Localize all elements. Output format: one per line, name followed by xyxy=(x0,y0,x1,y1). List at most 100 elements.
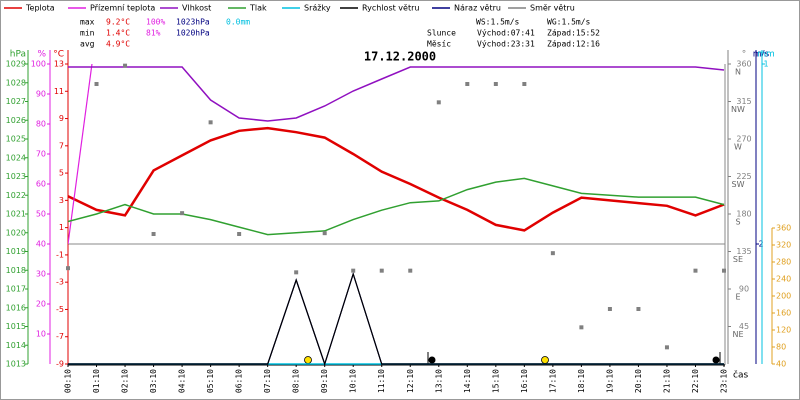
y-tick-label: 13 xyxy=(54,60,64,69)
stat-temp: 9.2°C xyxy=(106,18,130,27)
y-tick-name: SE xyxy=(733,255,743,264)
y-tick-label: 160 xyxy=(776,309,791,318)
moon-icon xyxy=(712,356,720,364)
stat-pressure: 1020hPa xyxy=(176,29,210,38)
y-tick-label: 320 xyxy=(776,241,791,250)
direction-point xyxy=(322,231,327,236)
y-tick-name: N xyxy=(735,68,741,77)
y-tick-label: 1023 xyxy=(6,172,26,181)
y-tick-label: 1019 xyxy=(6,247,26,256)
x-tick-label: 17:10 xyxy=(548,369,557,393)
x-tick-label: 04:10 xyxy=(178,369,187,393)
y-tick-label: -5 xyxy=(56,305,64,314)
y-axis-label: hPa xyxy=(10,50,26,60)
stat-label: min xyxy=(80,29,95,38)
y-tick-label: 70 xyxy=(36,150,46,159)
y-tick-label: 1025 xyxy=(6,135,26,144)
direction-point xyxy=(436,100,441,105)
sun-label: Slunce xyxy=(427,29,456,38)
y-tick-label: 280 xyxy=(776,258,791,267)
y-tick-label: -7 xyxy=(56,332,64,341)
x-tick-label: 19:10 xyxy=(605,369,614,393)
y-tick-label: 11 xyxy=(54,87,64,96)
y-tick-label: 270 xyxy=(736,135,751,144)
y-tick-label: 1029 xyxy=(6,60,26,69)
sun-set: Západ:15:52 xyxy=(547,29,600,38)
sun-icon xyxy=(541,356,549,364)
x-tick-label: 08:10 xyxy=(292,369,301,393)
y-tick-label: 80 xyxy=(776,343,786,352)
y-tick-label: 1026 xyxy=(6,116,26,125)
stat-pressure: 1023hPa xyxy=(176,18,210,27)
y-axis-label: m/s xyxy=(753,50,770,60)
stat-rain: 0.0mm xyxy=(226,18,250,27)
x-tick-label: 03:10 xyxy=(149,369,158,393)
sun-rise: Východ:07:41 xyxy=(477,29,535,38)
y-axis-label: °C xyxy=(53,50,64,60)
x-tick-label: 10:10 xyxy=(349,369,358,393)
wind-info: WS:1.5m/s xyxy=(476,18,520,27)
y-tick-label: 360 xyxy=(776,224,791,233)
y-tick-label: 2 xyxy=(758,240,763,249)
y-tick-label: 80 xyxy=(36,120,46,129)
y-tick-label: 135 xyxy=(736,247,751,256)
y-tick-label: 20 xyxy=(36,300,46,309)
direction-point xyxy=(493,82,498,86)
sun-icon xyxy=(304,356,312,364)
y-tick-label: 1024 xyxy=(6,153,26,162)
y-tick-label: 360 xyxy=(736,60,751,69)
x-tick-label: 14:10 xyxy=(463,369,472,393)
x-tick-label: 18:10 xyxy=(577,369,586,393)
stat-temp: 4.9°C xyxy=(106,40,130,49)
y-tick-label: -9 xyxy=(56,360,64,369)
y-tick-label: 9 xyxy=(59,114,64,123)
direction-point xyxy=(408,268,413,273)
x-tick-label: 23:10 xyxy=(720,369,729,393)
direction-point xyxy=(237,232,242,236)
stat-label: avg xyxy=(80,40,95,49)
x-tick-label: 21:10 xyxy=(662,369,671,393)
y-tick-label: 1014 xyxy=(6,341,26,350)
y-tick-label: 1028 xyxy=(6,78,26,87)
y-tick-name: SW xyxy=(732,180,745,189)
y-tick-label: 120 xyxy=(776,326,791,335)
y-tick-label: 225 xyxy=(736,172,751,181)
y-tick-label: -3 xyxy=(56,278,64,287)
direction-point xyxy=(379,268,384,273)
x-axis-label: čas xyxy=(733,370,748,381)
direction-point xyxy=(66,266,70,271)
y-axis-label: ° xyxy=(742,50,747,60)
y-tick-label: 90 xyxy=(739,285,749,294)
y-tick-label: 180 xyxy=(736,210,751,219)
y-tick-label: 1020 xyxy=(6,228,26,237)
y-tick-label: 1018 xyxy=(6,266,26,275)
series-line xyxy=(68,177,725,236)
y-tick-label: 1 xyxy=(59,223,64,232)
moon-label: Měsíc xyxy=(427,40,451,49)
direction-point xyxy=(123,63,128,68)
series-line xyxy=(68,66,725,122)
y-tick-label: 1017 xyxy=(6,285,26,294)
x-tick-label: 01:10 xyxy=(92,369,101,393)
y-tick-label: 100 xyxy=(31,60,46,69)
x-tick-label: 15:10 xyxy=(491,369,500,393)
moon-rise: Východ:23:31 xyxy=(477,40,535,49)
direction-point xyxy=(465,82,470,86)
y-tick-label: 3 xyxy=(59,196,64,205)
y-tick-label: 45 xyxy=(739,322,749,331)
x-tick-label: 11:10 xyxy=(377,369,386,393)
series-line xyxy=(68,126,725,232)
moon-icon xyxy=(428,356,436,364)
direction-point xyxy=(579,325,584,330)
y-tick-name: W xyxy=(734,143,742,152)
direction-point xyxy=(180,211,185,216)
y-tick-label: 1 xyxy=(763,60,768,69)
y-tick-label: 5 xyxy=(59,169,64,178)
y-tick-label: 1021 xyxy=(6,210,26,219)
direction-point xyxy=(294,270,299,275)
series-line xyxy=(68,272,724,365)
direction-point xyxy=(664,345,669,350)
direction-point xyxy=(693,268,698,273)
y-tick-label: 1016 xyxy=(6,303,26,312)
